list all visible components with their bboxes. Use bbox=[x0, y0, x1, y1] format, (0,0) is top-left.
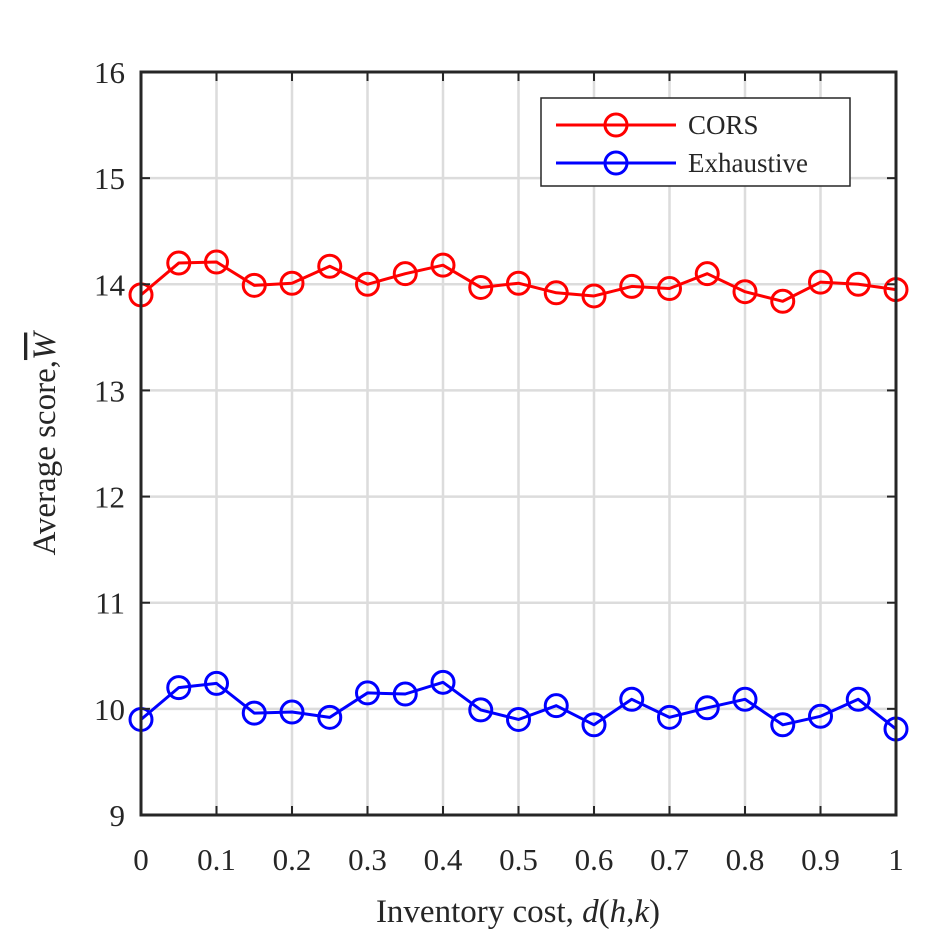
data-point bbox=[506, 706, 531, 732]
series-line bbox=[140, 260, 897, 303]
data-point bbox=[770, 712, 796, 738]
data-point bbox=[732, 686, 758, 712]
legend-box bbox=[540, 97, 851, 187]
data-point bbox=[166, 675, 192, 701]
y-tick-label: 16 bbox=[94, 55, 125, 90]
y-axis-title: Average score,W bbox=[27, 330, 63, 555]
data-point bbox=[355, 271, 380, 297]
y-tick-label: 10 bbox=[94, 692, 125, 727]
x-tick-label: 0.1 bbox=[197, 842, 236, 877]
data-point bbox=[694, 695, 720, 721]
ticks bbox=[140, 71, 897, 816]
data-point bbox=[619, 686, 645, 712]
data-point bbox=[694, 261, 720, 287]
x-tick-label: 0.9 bbox=[801, 842, 840, 877]
x-tick-label: 0.5 bbox=[499, 842, 538, 877]
data-point bbox=[506, 270, 531, 296]
y-tick-label: 9 bbox=[110, 798, 126, 833]
y-tick-label: 13 bbox=[94, 373, 125, 408]
series-exhaustive bbox=[128, 669, 909, 742]
legend-label: CORS bbox=[688, 110, 759, 140]
y-tick-label: 14 bbox=[94, 267, 126, 302]
data-point bbox=[355, 680, 380, 706]
data-point bbox=[166, 250, 192, 276]
x-axis-title: Inventory cost, d(h,k) bbox=[376, 894, 660, 930]
x-tick-label: 0.6 bbox=[575, 842, 614, 877]
data-point bbox=[430, 252, 456, 278]
data-point bbox=[204, 670, 229, 696]
data-point bbox=[241, 700, 267, 726]
data-point bbox=[279, 270, 305, 296]
svg-text:Average score,W: Average score,W bbox=[27, 330, 63, 555]
data-point bbox=[619, 273, 645, 299]
data-point bbox=[845, 686, 871, 712]
data-point bbox=[279, 699, 305, 725]
x-tick-label: 1 bbox=[888, 842, 904, 877]
x-tick-label: 0.7 bbox=[650, 842, 689, 877]
x-tick-label: 0.4 bbox=[424, 842, 463, 877]
data-point bbox=[241, 272, 267, 298]
x-tick-label: 0.2 bbox=[273, 842, 312, 877]
legend-marker bbox=[603, 112, 629, 138]
series-line bbox=[140, 680, 897, 731]
data-point bbox=[468, 697, 494, 723]
data-point bbox=[430, 669, 456, 695]
data-point bbox=[808, 703, 833, 729]
data-point bbox=[845, 271, 871, 297]
x-tick-label: 0.8 bbox=[726, 842, 765, 877]
data-point bbox=[808, 269, 833, 295]
tick-labels: 0 0.1 0.2 0.3 0.4 0.5 0.6 0.7 0.8 0.9 1 9 10 11 12 13 14… bbox=[94, 55, 904, 877]
data-point bbox=[317, 704, 343, 730]
y-tick-label: 12 bbox=[94, 480, 125, 515]
data-point bbox=[204, 249, 229, 275]
data-point bbox=[657, 704, 682, 730]
data-point bbox=[657, 276, 682, 302]
data-point bbox=[732, 279, 758, 305]
data-point bbox=[770, 288, 796, 314]
legend-marker bbox=[603, 150, 629, 176]
data-point bbox=[468, 274, 494, 300]
data-point bbox=[392, 681, 418, 707]
y-tick-label: 11 bbox=[95, 586, 125, 621]
data-point bbox=[543, 280, 569, 306]
data-point bbox=[543, 693, 569, 719]
x-tick-label: 0 bbox=[133, 842, 149, 877]
data-point bbox=[581, 712, 607, 738]
y-tick-label: 15 bbox=[94, 161, 125, 196]
legend: CORS Exhaustive bbox=[540, 97, 851, 187]
data-point bbox=[581, 283, 607, 309]
data-point bbox=[317, 253, 343, 279]
x-tick-label: 0.3 bbox=[348, 842, 387, 877]
legend-label: Exhaustive bbox=[688, 148, 808, 178]
data-point bbox=[392, 261, 418, 287]
